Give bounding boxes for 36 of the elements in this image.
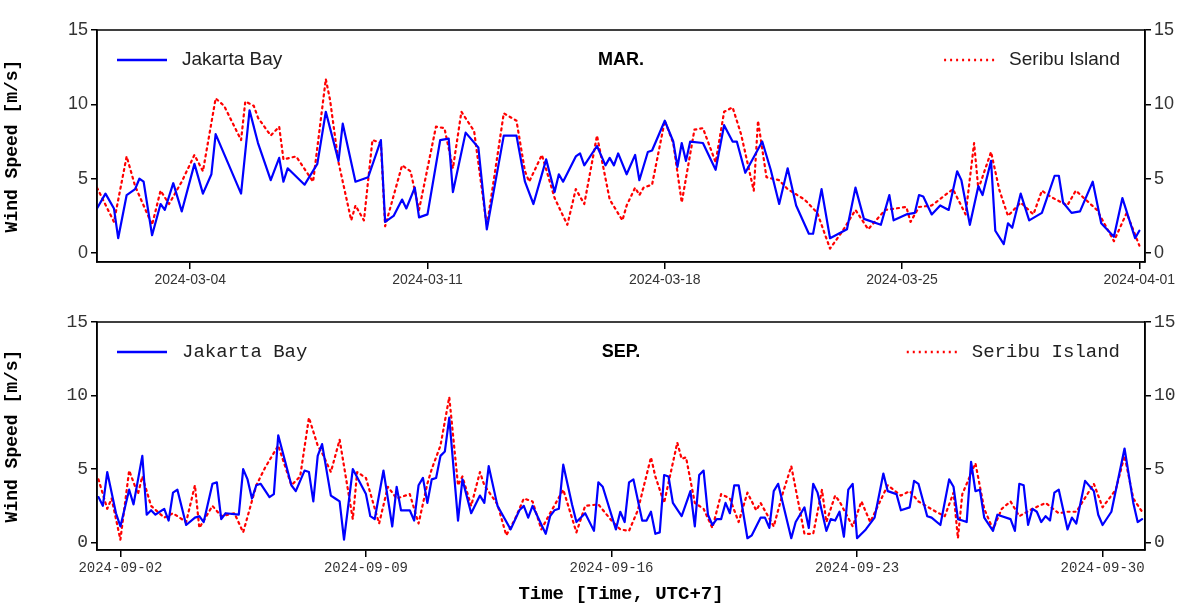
legend-label: Jakarta Bay [182,48,283,70]
y-axis-title: Wind Speed [m/s] [2,349,23,523]
y-tick-label: 5 [77,167,88,188]
y-tick-label: 10 [66,385,88,406]
y-tick-label: 0 [77,532,88,553]
legend-label: Jakarta Bay [182,341,308,364]
x-tick-label: 2024-03-11 [392,271,463,288]
x-tick-label: 2024-03-18 [628,271,701,288]
x-tick-label: 2024-09-16 [569,560,654,577]
y2-tick-label: 5 [1154,458,1165,479]
y-tick-label: 10 [67,93,88,114]
x-tick-label: 2024-09-09 [323,560,408,577]
legend-label: Seribu Island [971,341,1121,364]
y-axis-title: Wind Speed [m/s] [2,59,23,233]
y-tick-label: 15 [67,18,88,39]
x-tick-label: 2024-09-30 [1060,560,1145,577]
text: MAR. [598,48,644,69]
x-tick-label: 2024-04-01 [1103,271,1176,288]
y2-tick-label: 0 [1154,242,1165,263]
y2-tick-label: 5 [1154,167,1165,188]
y-tick-label: 15 [66,311,88,332]
text: SEP. [601,340,641,361]
y-tick-label: 5 [77,458,88,479]
x-tick-label: 2024-09-02 [78,560,163,577]
y-tick-label: 0 [77,242,88,263]
legend-label: Seribu Island [1009,48,1120,70]
y2-tick-label: 15 [1154,311,1176,332]
y2-tick-label: 10 [1154,385,1176,406]
y2-tick-label: 0 [1154,532,1165,553]
x-tick-label: 2024-09-23 [815,560,900,577]
line-series [97,77,1141,250]
x-tick-label: 2024-03-04 [154,271,227,288]
y2-tick-label: 15 [1154,18,1175,39]
x-tick-label: 2024-03-25 [866,271,939,288]
x-axis-title: Time [Time, UTC+7] [518,583,724,606]
y2-tick-label: 10 [1154,93,1175,114]
